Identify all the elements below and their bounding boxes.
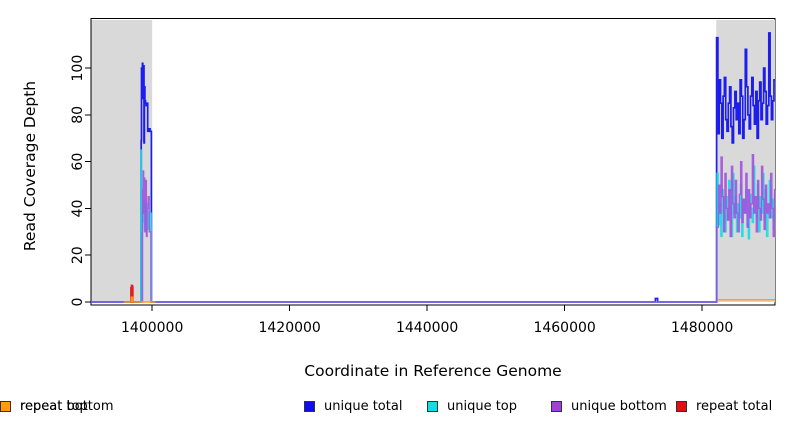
series-line-repeat-total: [130, 284, 134, 303]
legend-item-repeat-total: repeat total: [676, 399, 772, 414]
x-tick-label: 1420000: [258, 320, 320, 336]
repeat-total-swatch-icon: [676, 401, 687, 412]
legend-item-unique-top: unique top: [427, 399, 517, 414]
series-line-unique-top: [91, 149, 776, 303]
legend-item-unique-total: unique total: [304, 399, 402, 414]
y-axis-label: Read Coverage Depth: [21, 80, 39, 252]
y-tick-label: 100: [70, 55, 86, 82]
y-tick-label: 0: [70, 298, 86, 307]
legend-label: unique top: [447, 399, 518, 414]
x-tick-label: 1400000: [121, 320, 183, 336]
unique-bottom-swatch-icon: [551, 401, 562, 412]
legend-item-unique-bottom: unique bottom: [551, 399, 667, 414]
x-tick-label: 1440000: [396, 320, 458, 336]
legend-label: repeat bottom: [20, 399, 114, 414]
coverage-plot: 1400000 1420000 1440000 1460000 1480000 0 20 40…: [70, 18, 776, 336]
x-axis-label: Coordinate in Reference Genome: [304, 362, 562, 380]
y-tick-label: 40: [70, 200, 86, 218]
y-tick-label: 20: [70, 246, 86, 264]
legend-label: unique total: [324, 399, 403, 414]
unique-top-swatch-icon: [427, 401, 438, 412]
legend-label: repeat total: [696, 399, 773, 414]
series-line-repeat-bottom: [123, 296, 775, 303]
x-tick-label: 1480000: [671, 320, 733, 336]
series-line-unique-bottom: [91, 153, 776, 303]
unique-total-swatch-icon: [304, 401, 315, 412]
y-tick-label: 60: [70, 153, 86, 171]
legend-label: repeat top: [20, 399, 88, 414]
y-tick-label: 80: [70, 106, 86, 124]
series-line-unique-total: [91, 32, 775, 303]
legend-label: unique bottom: [571, 399, 667, 414]
x-tick-label: 1460000: [533, 320, 595, 336]
legend-item-repeat-bottom: repeat bottom: [0, 399, 114, 414]
repeat-bottom-swatch-icon: [0, 401, 11, 412]
plot-box: [90, 18, 776, 306]
